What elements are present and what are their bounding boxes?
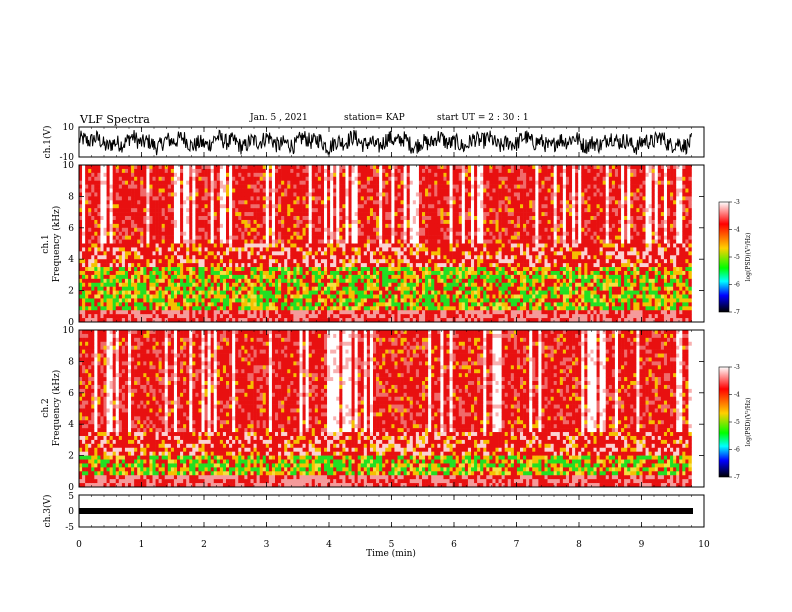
- time-tick-label: 8: [576, 540, 582, 550]
- freq-tick-label: 2: [68, 287, 74, 297]
- spec2-colorbar-label: log(PSD)(V²/Hz): [745, 398, 752, 447]
- freq-tick-label: 0: [68, 318, 74, 328]
- ch3-ylabel: ch.3(V): [42, 495, 53, 528]
- freq-tick-label: 2: [68, 452, 74, 462]
- spec1-ylabel-channel: ch.1: [41, 234, 51, 253]
- freq-tick-label: 8: [68, 357, 74, 367]
- time-tick-label: 2: [201, 540, 207, 550]
- x-axis-label: Time (min): [366, 548, 416, 559]
- spec2-ylabel-frequency: Frequency (kHz): [51, 370, 62, 447]
- spec2-colorbar: [718, 366, 730, 478]
- colorbar-tick-label: -6: [734, 447, 740, 454]
- spec1-ylabel-frequency: Frequency (kHz): [51, 206, 62, 283]
- time-tick-label: 1: [139, 540, 145, 550]
- colorbar-tick-label: -5: [734, 254, 740, 261]
- colorbar-tick-label: -4: [734, 392, 740, 399]
- freq-tick-label: 0: [68, 483, 74, 493]
- time-tick-label: 4: [326, 540, 332, 550]
- time-tick-label: 10: [698, 540, 710, 550]
- ch3-ytick-mid: 0: [68, 507, 74, 517]
- freq-tick-label: 6: [68, 224, 74, 234]
- colorbar-tick-label: -4: [734, 227, 740, 234]
- time-tick-label: 7: [514, 540, 520, 550]
- spec1-colorbar: [718, 201, 730, 313]
- freq-tick-label: 4: [68, 255, 74, 265]
- ch3-ytick-bottom: -5: [65, 523, 74, 533]
- station-label: station= KAP: [344, 113, 405, 123]
- waveform-ch3-panel: 5 0 -5 ch.3(V) 0 1 2 3 4 5 6 7 8 9 10 Time (min): [42, 127, 710, 559]
- spectrogram-ch1-heatmap: [79, 165, 692, 323]
- freq-tick-label: 6: [68, 389, 74, 399]
- plot-header: VLF Spectra Jan. 5 , 2021 station= KAP s…: [0, 113, 792, 127]
- colorbar-tick-label: -3: [734, 364, 740, 371]
- date-label: Jan. 5 , 2021: [250, 113, 308, 123]
- time-tick-label: 5: [389, 540, 395, 550]
- time-tick-label: 9: [639, 540, 645, 550]
- waveform-ch1-trace: [78, 129, 692, 156]
- freq-tick-label: 10: [63, 161, 75, 171]
- start-time-label: start UT = 2 : 30 : 1: [437, 113, 529, 123]
- freq-tick-label: 10: [63, 326, 75, 336]
- colorbar-tick-label: -6: [734, 282, 740, 289]
- ch1-ylabel: ch.1(V): [42, 126, 53, 159]
- colorbar-tick-label: -3: [734, 199, 740, 206]
- freq-tick-label: 4: [68, 420, 74, 430]
- spec1-colorbar-label: log(PSD)(V²/Hz): [745, 233, 752, 282]
- colorbar-tick-label: -5: [734, 419, 740, 426]
- plot-title: VLF Spectra: [80, 113, 150, 126]
- ch1-ytick-bottom: -10: [60, 153, 75, 163]
- colorbar-tick-label: -7: [734, 309, 740, 316]
- ch1-ytick-top: 10: [63, 123, 75, 133]
- time-tick-label: 3: [264, 540, 270, 550]
- time-tick-label: 0: [76, 540, 82, 550]
- time-tick-label: 6: [451, 540, 457, 550]
- colorbar-tick-label: -7: [734, 474, 740, 481]
- spectrogram-ch2-heatmap: [79, 330, 692, 488]
- freq-tick-label: 8: [68, 192, 74, 202]
- ch3-ytick-top: 5: [68, 492, 74, 502]
- spec2-ylabel-channel: ch.2: [41, 398, 51, 417]
- waveform-ch3-trace: [79, 508, 693, 514]
